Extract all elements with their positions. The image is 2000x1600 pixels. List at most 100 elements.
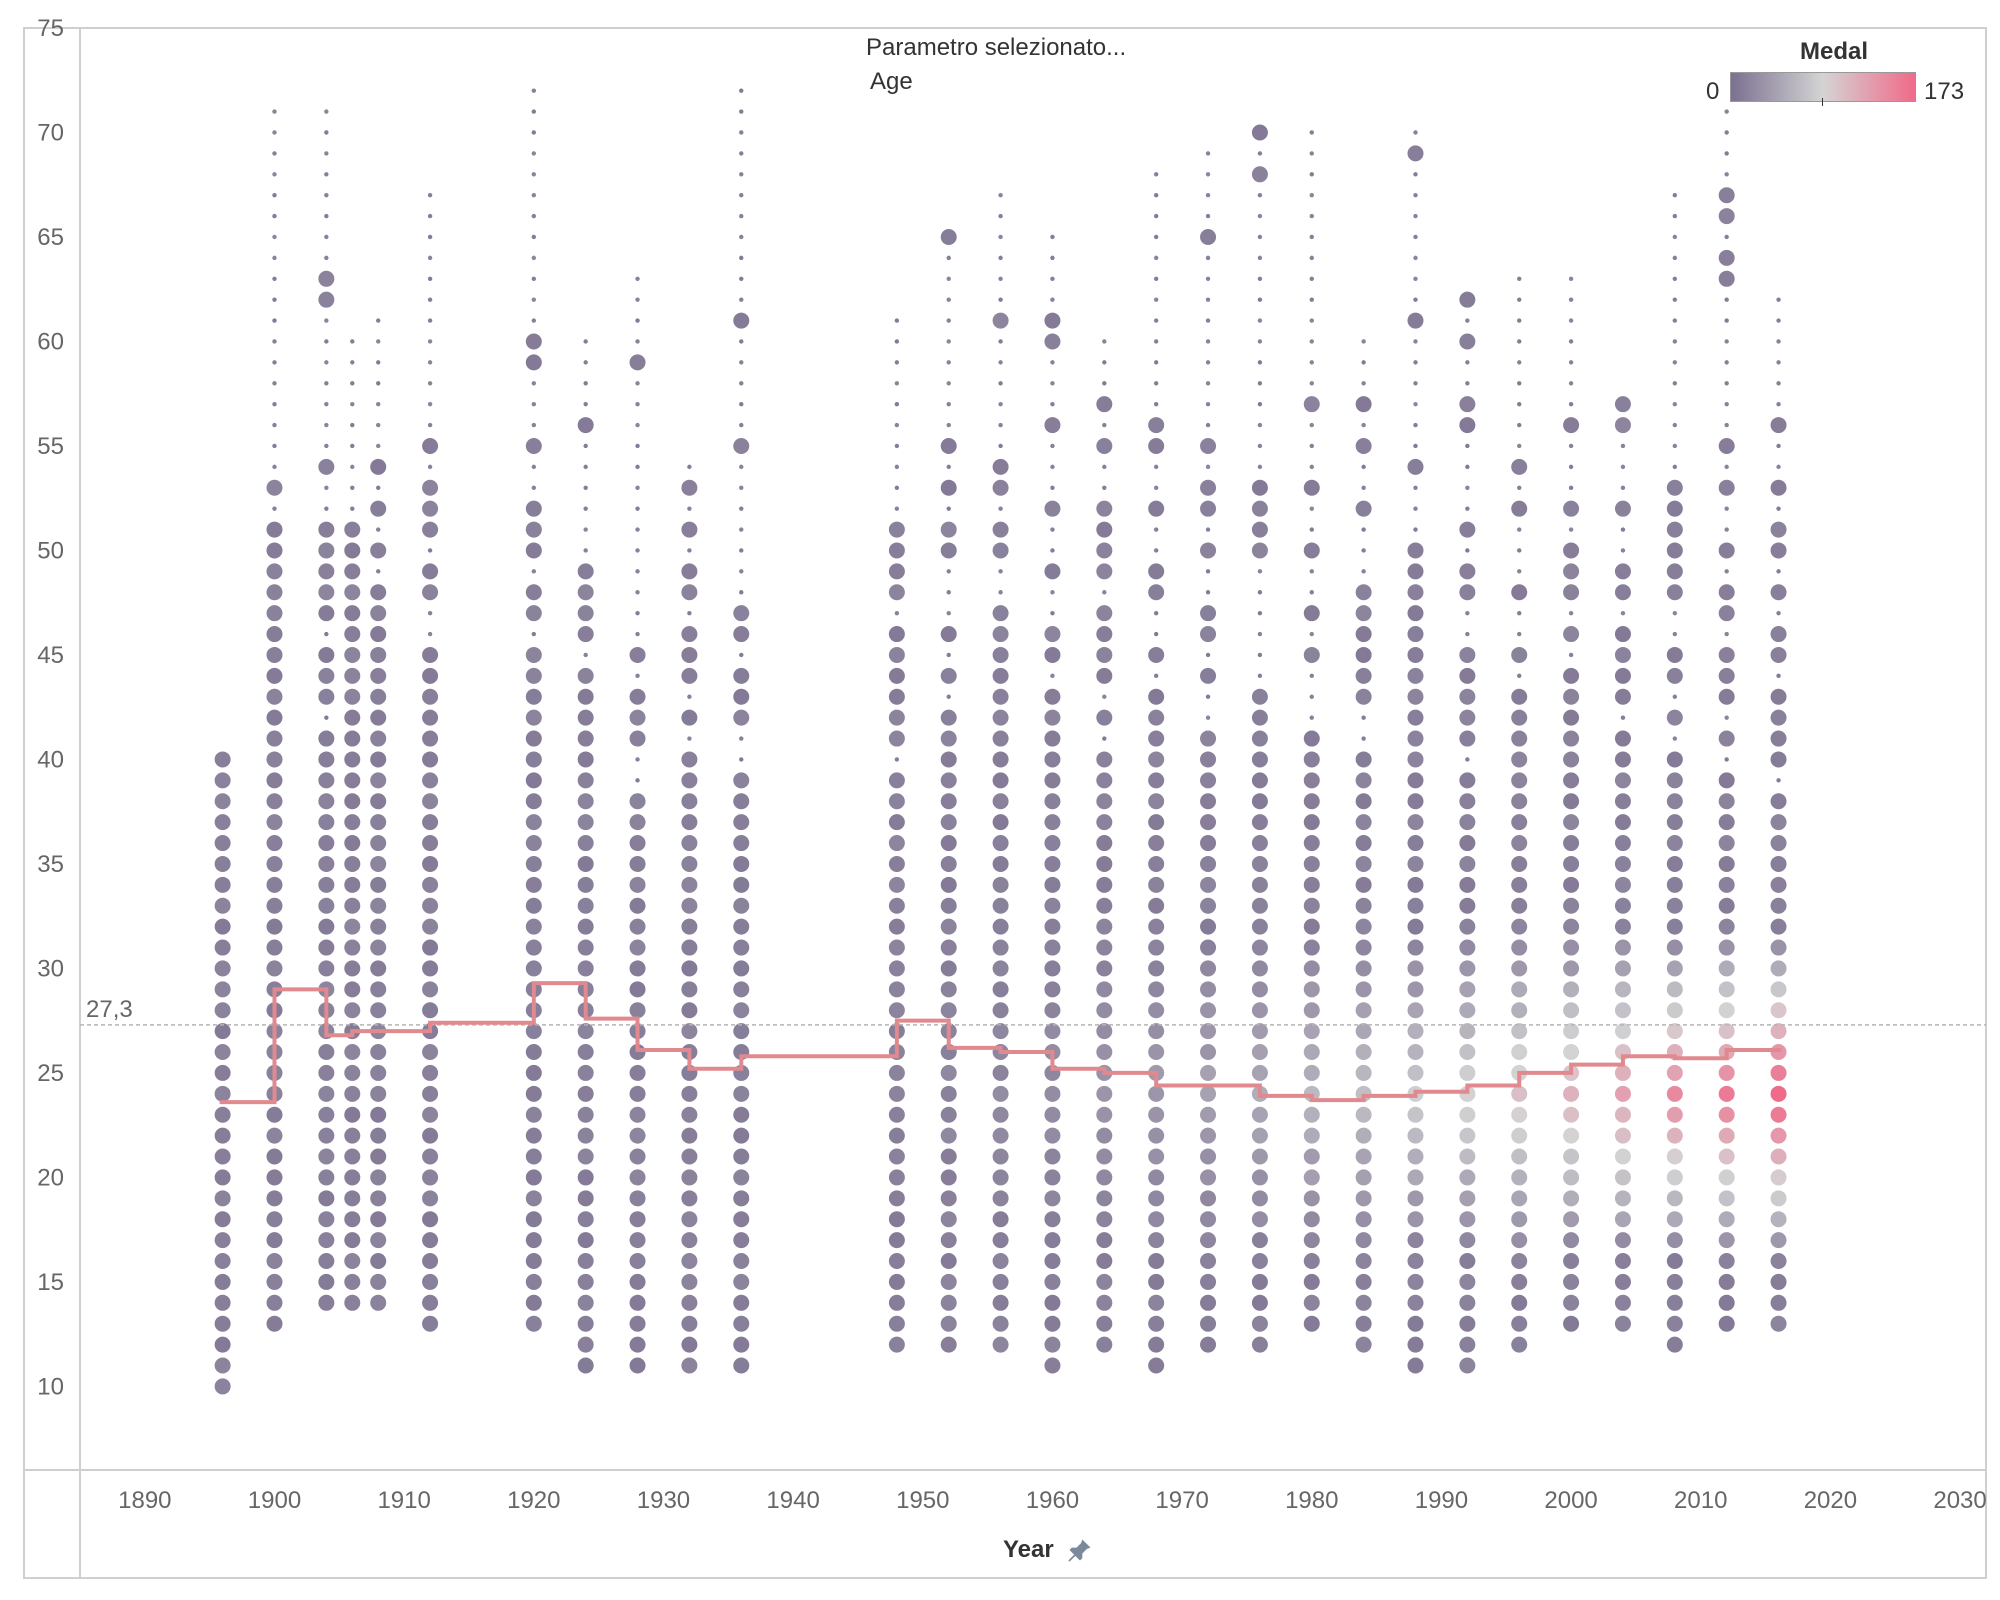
data-point xyxy=(577,1023,594,1040)
data-point xyxy=(1257,401,1263,407)
reference-line-label: 27,3 xyxy=(86,996,133,1023)
data-point xyxy=(1459,709,1476,726)
data-point xyxy=(998,506,1003,511)
x-axis-title: Year xyxy=(1003,1536,1054,1563)
data-point xyxy=(992,1232,1009,1249)
data-point xyxy=(1718,1064,1735,1081)
data-point xyxy=(1205,213,1211,219)
data-point xyxy=(635,610,640,616)
data-point xyxy=(1257,610,1263,616)
data-point xyxy=(577,417,594,434)
data-point xyxy=(1511,646,1528,663)
data-point xyxy=(577,1211,594,1228)
data-point xyxy=(888,939,905,956)
data-point xyxy=(946,318,951,323)
data-point xyxy=(1251,124,1268,141)
data-point xyxy=(888,876,905,893)
data-point xyxy=(214,1336,231,1353)
data-point xyxy=(946,381,951,386)
data-point xyxy=(1413,172,1418,177)
data-point xyxy=(214,1044,231,1061)
data-point xyxy=(681,772,698,789)
data-point xyxy=(1666,814,1683,831)
data-point xyxy=(1251,1044,1268,1061)
data-point xyxy=(1563,1253,1580,1270)
data-point xyxy=(1517,276,1522,281)
data-point xyxy=(1153,276,1159,281)
data-point xyxy=(324,715,329,720)
data-point xyxy=(1776,339,1781,344)
data-point xyxy=(1309,443,1314,449)
data-point xyxy=(888,835,905,852)
data-point xyxy=(1770,1127,1787,1144)
data-point xyxy=(344,772,361,789)
data-point xyxy=(1517,443,1522,449)
data-point xyxy=(1511,584,1528,601)
data-point xyxy=(992,1064,1009,1081)
data-point xyxy=(214,1253,231,1270)
data-point xyxy=(1672,443,1678,449)
data-point xyxy=(324,318,329,323)
data-point xyxy=(1148,1294,1165,1311)
data-point xyxy=(266,960,283,977)
data-point xyxy=(318,939,335,956)
data-point xyxy=(1355,646,1372,663)
data-point xyxy=(1148,1127,1165,1144)
data-point xyxy=(739,276,744,281)
data-point xyxy=(992,709,1009,726)
data-point xyxy=(1257,192,1263,198)
data-point xyxy=(992,1253,1009,1270)
data-point xyxy=(577,1357,594,1374)
data-point xyxy=(1770,417,1787,434)
data-point xyxy=(1666,1315,1683,1332)
data-point xyxy=(1568,276,1574,281)
data-point xyxy=(1200,1044,1217,1061)
data-point xyxy=(1309,527,1314,532)
data-point xyxy=(318,772,335,789)
x-tick-label: 1950 xyxy=(896,1487,949,1514)
data-point xyxy=(525,1023,542,1040)
data-point xyxy=(1718,646,1735,663)
data-point xyxy=(1459,1002,1476,1019)
data-point xyxy=(1718,479,1735,496)
data-point xyxy=(525,521,542,538)
data-point xyxy=(1614,855,1631,872)
data-point xyxy=(635,569,640,574)
data-point xyxy=(992,1211,1009,1228)
data-point xyxy=(324,234,329,240)
data-point xyxy=(733,1127,750,1144)
data-point xyxy=(1148,417,1165,434)
data-point xyxy=(1251,981,1268,998)
data-point xyxy=(1309,464,1314,470)
data-point xyxy=(1770,960,1787,977)
data-point xyxy=(1568,485,1574,490)
data-point xyxy=(1096,876,1113,893)
data-point xyxy=(1200,772,1217,789)
data-point xyxy=(370,876,387,893)
data-point xyxy=(1672,401,1678,407)
data-point xyxy=(940,1190,957,1207)
data-point xyxy=(1050,360,1055,365)
data-point xyxy=(1148,855,1165,872)
data-point xyxy=(629,1315,646,1332)
data-point xyxy=(1620,610,1626,616)
data-point xyxy=(940,855,957,872)
data-point xyxy=(888,772,905,789)
parameter-value[interactable]: Age xyxy=(870,68,913,95)
y-tick-label: 10 xyxy=(37,1373,64,1400)
data-point xyxy=(272,130,277,135)
data-point xyxy=(940,751,957,768)
data-point xyxy=(998,339,1003,344)
data-point xyxy=(1251,1169,1268,1186)
data-point xyxy=(422,1211,439,1228)
data-point xyxy=(1666,939,1683,956)
data-point xyxy=(733,688,750,705)
data-point xyxy=(1614,1190,1631,1207)
data-point xyxy=(894,757,900,762)
data-point xyxy=(1251,1064,1268,1081)
data-point xyxy=(681,1106,698,1123)
pin-icon[interactable] xyxy=(1066,1536,1094,1564)
data-point xyxy=(681,626,698,643)
data-point xyxy=(376,485,381,490)
data-point xyxy=(1148,1023,1165,1040)
